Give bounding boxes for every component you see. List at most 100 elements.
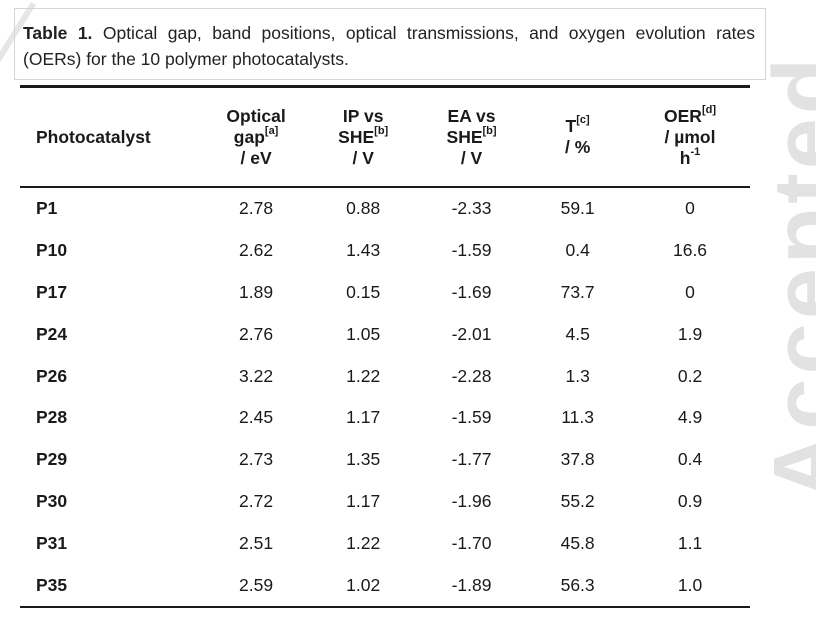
cell-photocatalyst: P1	[36, 198, 58, 219]
header-oer-l3: h	[679, 147, 691, 168]
table-row: P31 2.51 1.22 -1.70 45.8 1.1	[20, 522, 750, 564]
cell-ip: 0.88	[346, 198, 381, 219]
header-ea-sup: [b]	[482, 124, 497, 137]
cell-ip: 1.35	[346, 449, 381, 470]
cell-ip: 1.22	[346, 532, 381, 553]
cell-optical-gap: 2.45	[239, 407, 274, 428]
header-transmission-sup: [c]	[576, 114, 590, 127]
cell-transmission: 59.1	[560, 198, 595, 219]
cell-photocatalyst: P29	[36, 449, 68, 470]
table-row: P29 2.73 1.35 -1.77 37.8 0.4	[20, 439, 750, 481]
cell-transmission: 45.8	[560, 532, 595, 553]
header-ip-l3: / V	[352, 147, 374, 168]
caption-text: Optical gap, band positions, optical tra…	[23, 23, 755, 69]
header-oer-l2: / µmol	[664, 126, 716, 147]
cell-transmission: 11.3	[561, 407, 595, 428]
table-row: P24 2.76 1.05 -2.01 4.5 1.9	[20, 313, 750, 355]
table-row: P17 1.89 0.15 -1.69 73.7 0	[20, 272, 750, 314]
cell-ip: 1.02	[346, 574, 381, 595]
header-ip-l2: SHE	[338, 126, 375, 147]
cell-oer: 0	[685, 198, 695, 219]
cell-ip: 1.17	[346, 490, 381, 511]
table-row: P1 2.78 0.88 -2.33 59.1 0	[20, 187, 750, 230]
cell-ea: -2.33	[451, 198, 492, 219]
header-ea-l2: SHE	[446, 126, 483, 147]
caption-label: Table 1.	[23, 23, 93, 43]
table-row: P35 2.59 1.02 -1.89 56.3 1.0	[20, 564, 750, 607]
cell-transmission: 56.3	[560, 574, 595, 595]
header-photocatalyst: Photocatalyst	[20, 87, 204, 188]
cell-optical-gap: 1.89	[239, 281, 274, 302]
table-header: Photocatalyst Optical gap[a] / eV IP vs …	[20, 86, 750, 188]
cell-ea: -1.69	[451, 281, 492, 302]
cell-transmission: 4.5	[565, 323, 590, 344]
header-ea-l3: / V	[460, 147, 483, 168]
cell-optical-gap: 3.22	[239, 365, 274, 386]
cell-oer: 0.9	[677, 490, 703, 511]
cell-transmission: 1.3	[565, 365, 590, 386]
table-row: P26 3.22 1.22 -2.28 1.3 0.2	[20, 355, 750, 397]
cell-photocatalyst: P31	[36, 532, 68, 553]
cell-ea: -1.70	[451, 532, 492, 553]
cell-ea: -1.77	[451, 449, 492, 470]
watermark-text: Accepted	[755, 53, 816, 500]
header-optical-gap: Optical gap[a] / eV	[204, 87, 309, 188]
table-row: P28 2.45 1.17 -1.59 11.3 4.9	[20, 397, 750, 439]
table-row: P30 2.72 1.17 -1.96 55.2 0.9	[20, 481, 750, 523]
cell-transmission: 55.2	[560, 490, 595, 511]
header-oer-sup2: -1	[690, 145, 701, 158]
header-optical-gap-sup: [a]	[264, 124, 279, 137]
cell-transmission: 37.8	[560, 449, 595, 470]
header-transmission-l1: T	[565, 116, 577, 136]
cell-photocatalyst: P10	[36, 240, 68, 261]
cell-oer: 0.2	[677, 365, 703, 386]
header-optical-gap-l1: Optical	[226, 105, 286, 126]
cell-optical-gap: 2.76	[239, 323, 274, 344]
cell-ip: 0.15	[346, 281, 381, 302]
cell-ea: -2.28	[451, 365, 492, 386]
cell-photocatalyst: P28	[36, 407, 68, 428]
header-transmission: T[c] / %	[525, 87, 630, 188]
cell-ip: 1.43	[346, 240, 381, 261]
cell-ea: -1.59	[451, 407, 492, 428]
data-table-container: Photocatalyst Optical gap[a] / eV IP vs …	[20, 85, 750, 608]
cell-ip: 1.22	[346, 365, 381, 386]
header-ip: IP vs SHE[b] / V	[309, 87, 418, 188]
cell-ip: 1.17	[346, 407, 381, 428]
cell-oer: 1.1	[677, 532, 703, 553]
header-ea: EA vs SHE[b] / V	[418, 87, 525, 188]
cell-photocatalyst: P26	[36, 365, 68, 386]
header-optical-gap-l2: gap	[233, 126, 265, 147]
cell-ip: 1.05	[346, 323, 381, 344]
cell-optical-gap: 2.62	[239, 240, 274, 261]
cell-ea: -1.96	[451, 490, 492, 511]
cell-oer: 0.4	[677, 449, 703, 470]
cell-photocatalyst: P30	[36, 490, 68, 511]
header-optical-gap-l3: / eV	[240, 147, 272, 168]
table-body: P1 2.78 0.88 -2.33 59.1 0 P10 2.62 1.43 -1.59 0.4 1…	[20, 187, 750, 607]
header-ip-sup: [b]	[374, 124, 389, 137]
header-row: Photocatalyst Optical gap[a] / eV IP vs …	[20, 86, 750, 188]
cell-optical-gap: 2.59	[239, 574, 274, 595]
header-oer: OER[d] / µmol h-1	[630, 87, 750, 188]
cell-oer: 1.0	[677, 574, 703, 595]
cell-optical-gap: 2.72	[239, 490, 274, 511]
cell-ea: -1.59	[451, 240, 492, 261]
cell-ea: -2.01	[451, 323, 492, 344]
cell-optical-gap: 2.78	[239, 198, 274, 219]
header-oer-l1: OER	[664, 105, 702, 126]
cell-photocatalyst: P24	[36, 323, 68, 344]
header-ip-l1: IP vs	[342, 105, 384, 126]
cell-optical-gap: 2.51	[239, 532, 274, 553]
cell-oer: 4.9	[677, 407, 703, 428]
cell-ea: -1.89	[451, 574, 492, 595]
cell-optical-gap: 2.73	[239, 449, 274, 470]
cell-transmission: 0.4	[565, 240, 590, 261]
cell-photocatalyst: P35	[36, 574, 68, 595]
cell-oer: 0	[685, 281, 695, 302]
table-caption: Table 1. Optical gap, band positions, op…	[14, 8, 766, 80]
cell-oer: 16.6	[672, 240, 708, 261]
data-table: Photocatalyst Optical gap[a] / eV IP vs …	[20, 85, 750, 608]
cell-transmission: 73.7	[560, 281, 595, 302]
table-row: P10 2.62 1.43 -1.59 0.4 16.6	[20, 230, 750, 272]
